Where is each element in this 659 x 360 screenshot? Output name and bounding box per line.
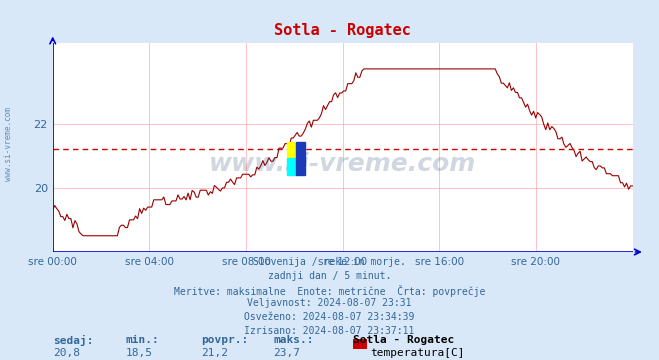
Text: temperatura[C]: temperatura[C]: [370, 348, 465, 359]
Text: Slovenija / reke in morje.: Slovenija / reke in morje.: [253, 257, 406, 267]
Text: Meritve: maksimalne  Enote: metrične  Črta: povprečje: Meritve: maksimalne Enote: metrične Črta…: [174, 285, 485, 297]
Text: Veljavnost: 2024-08-07 23:31: Veljavnost: 2024-08-07 23:31: [247, 298, 412, 309]
Text: www.si-vreme.com: www.si-vreme.com: [4, 107, 13, 181]
Text: Osveženo: 2024-08-07 23:34:39: Osveženo: 2024-08-07 23:34:39: [244, 312, 415, 322]
Text: 23,7: 23,7: [273, 348, 301, 359]
Text: povpr.:: povpr.:: [201, 335, 248, 345]
Text: maks.:: maks.:: [273, 335, 314, 345]
Bar: [287, 142, 296, 158]
Title: Sotla - Rogatec: Sotla - Rogatec: [274, 23, 411, 38]
Text: zadnji dan / 5 minut.: zadnji dan / 5 minut.: [268, 271, 391, 281]
Text: www.si-vreme.com: www.si-vreme.com: [209, 152, 476, 176]
Text: 18,5: 18,5: [125, 348, 152, 359]
Text: 20,8: 20,8: [53, 348, 80, 359]
Bar: [287, 158, 296, 175]
Text: Izrisano: 2024-08-07 23:37:11: Izrisano: 2024-08-07 23:37:11: [244, 326, 415, 336]
Text: 21,2: 21,2: [201, 348, 228, 359]
Text: Sotla - Rogatec: Sotla - Rogatec: [353, 335, 454, 345]
Text: min.:: min.:: [125, 335, 159, 345]
Text: sedaj:: sedaj:: [53, 335, 93, 346]
Bar: [296, 142, 305, 175]
